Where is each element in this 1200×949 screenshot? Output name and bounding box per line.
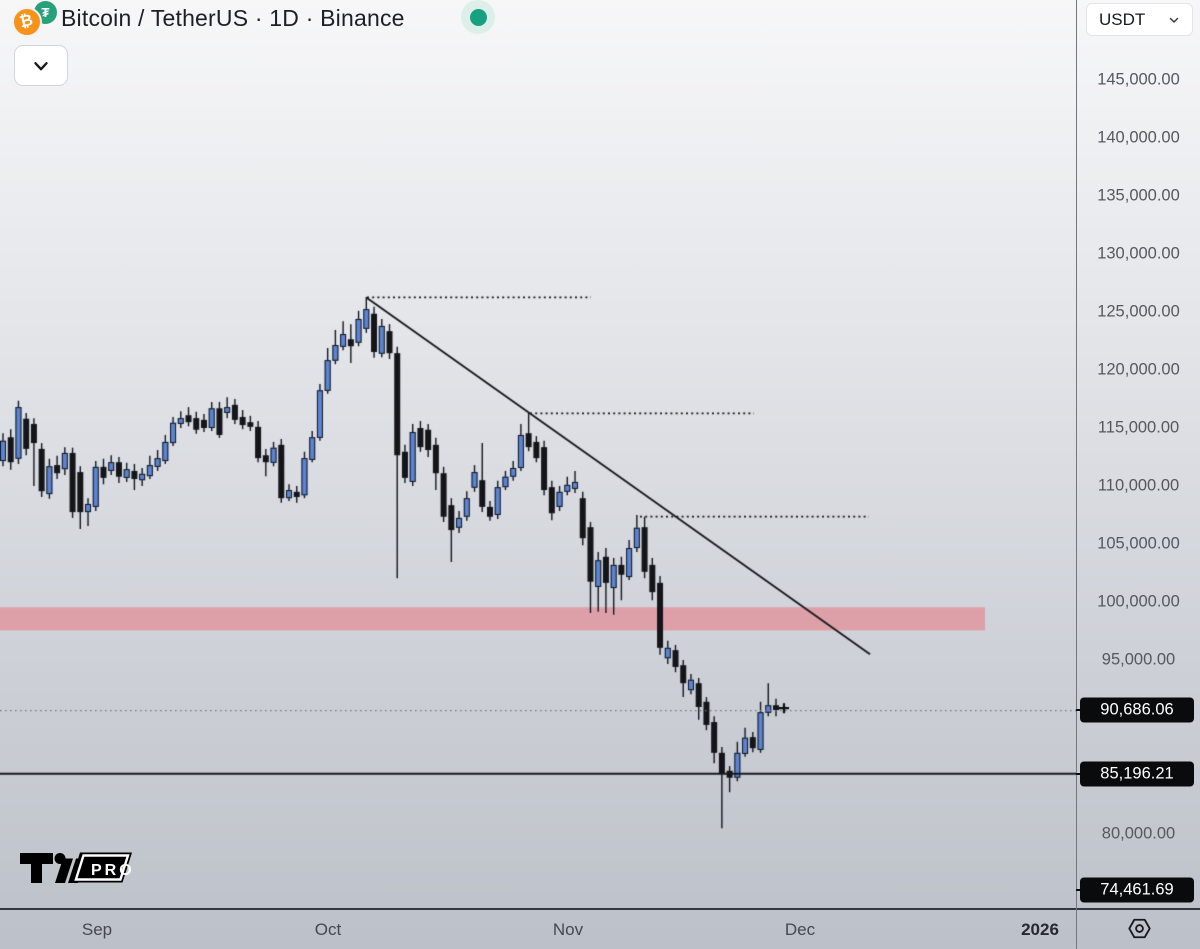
axis-tick-mark <box>1076 772 1081 775</box>
price-tick-label: 115,000.00 <box>1097 418 1180 437</box>
bitcoin-icon: ₿ <box>12 7 42 37</box>
chart-legend: ₮ ₿ Bitcoin / TetherUS · 1D · Binance <box>11 0 405 37</box>
price-tick-label: 100,000.00 <box>1097 592 1180 611</box>
price-axis[interactable]: USDT 145,000.00 140,000.00 135,000.00 130,0… <box>1076 0 1200 949</box>
price-label-badge: 85,196.21 <box>1080 761 1194 787</box>
price-label-badge: 74,461.69 <box>1080 877 1194 903</box>
time-axis-label: Sep <box>81 919 113 939</box>
axis-tick-mark <box>1076 889 1081 891</box>
symbol-title[interactable]: Bitcoin / TetherUS · 1D · Binance <box>61 4 405 31</box>
pro-badge-label: PRO <box>91 862 135 879</box>
tradingview-logo[interactable]: PRO <box>18 845 144 892</box>
chevron-down-icon <box>34 61 48 70</box>
currency-unit-button[interactable]: USDT <box>1086 3 1193 36</box>
time-axis[interactable]: Sep Oct Nov Dec 2026 <box>0 908 1200 949</box>
price-tick-label: 105,000.00 <box>1097 534 1180 553</box>
price-tick-label: 140,000.00 <box>1097 128 1180 147</box>
price-tick-label: 110,000.00 <box>1097 476 1180 495</box>
price-chart-canvas[interactable] <box>0 0 1076 908</box>
gear-icon <box>1127 918 1151 938</box>
currency-unit-label: USDT <box>1099 9 1146 29</box>
price-tick-label: 145,000.00 <box>1097 70 1180 89</box>
time-axis-label: 2026 <box>1021 919 1059 939</box>
time-axis-label: Dec <box>784 919 816 939</box>
price-tick-label: 80,000.00 <box>1101 824 1176 843</box>
axis-settings-button[interactable] <box>1126 913 1152 943</box>
price-tick-label: 135,000.00 <box>1097 186 1180 205</box>
symbol-pair-icon: ₮ ₿ <box>11 0 57 37</box>
price-label-badge: 90,686.06 <box>1080 697 1194 723</box>
time-axis-label: Nov <box>552 919 584 939</box>
axis-tick-mark <box>1076 709 1081 712</box>
market-open-indicator[interactable] <box>461 0 495 34</box>
price-tick-label: 120,000.00 <box>1097 360 1180 379</box>
price-tick-label: 95,000.00 <box>1101 650 1176 669</box>
price-tick-label: 130,000.00 <box>1097 244 1180 263</box>
time-axis-label: Oct <box>314 919 342 939</box>
chevron-down-icon <box>1169 17 1179 23</box>
price-tick-label: 125,000.00 <box>1097 302 1180 321</box>
legend-collapse-button[interactable] <box>14 45 68 86</box>
market-open-dot-icon <box>469 8 487 26</box>
